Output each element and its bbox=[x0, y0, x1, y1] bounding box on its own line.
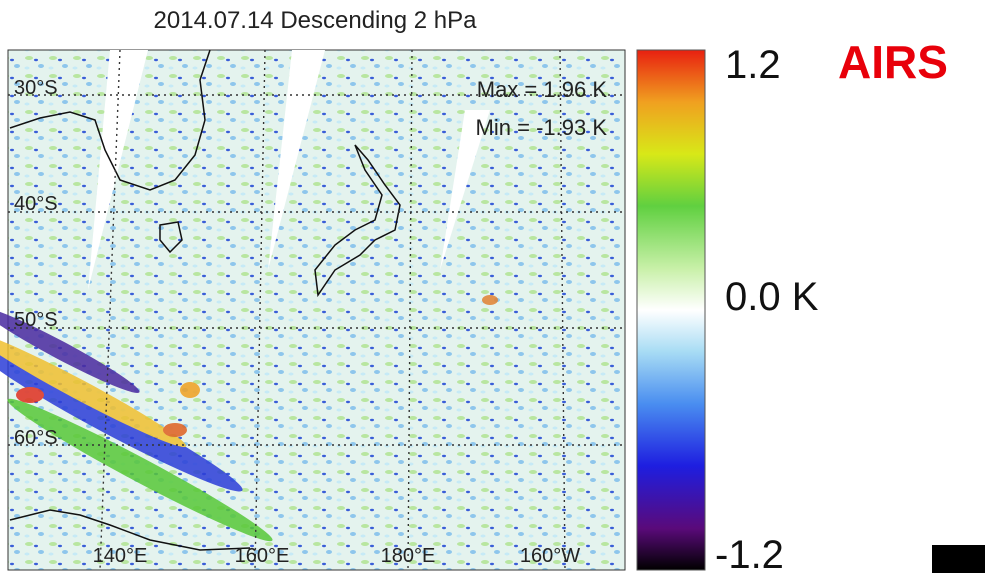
lat-label: 60°S bbox=[14, 427, 58, 449]
corner-box bbox=[932, 545, 985, 573]
lat-label: 30°S bbox=[14, 77, 58, 99]
map-title: 2014.07.14 Descending 2 hPa bbox=[154, 7, 478, 34]
lat-label: 40°S bbox=[14, 193, 58, 215]
instrument-label: AIRS bbox=[838, 36, 948, 88]
lat-label: 50°S bbox=[14, 309, 58, 331]
lon-label: 160°W bbox=[520, 545, 580, 567]
colorbar-label: 1.2 bbox=[725, 43, 781, 87]
map: 30°S 40°S 50°S 60°S 140°E 160°E 180°E 16… bbox=[0, 49, 626, 571]
data-gaps bbox=[88, 50, 490, 290]
colorbar-label: 0.0 K bbox=[725, 275, 819, 319]
coastlines bbox=[9, 49, 401, 551]
colorbar bbox=[636, 49, 706, 571]
colorbar-label: -1.2 bbox=[715, 533, 784, 573]
min-stat: Min = -1.93 K bbox=[476, 115, 608, 140]
lon-label: 160°E bbox=[235, 545, 290, 567]
wave-bands bbox=[0, 295, 498, 542]
lon-label: 140°E bbox=[93, 545, 148, 567]
max-stat: Max = 1.96 K bbox=[477, 77, 608, 102]
lon-label: 180°E bbox=[381, 545, 436, 567]
graticule bbox=[8, 49, 625, 571]
